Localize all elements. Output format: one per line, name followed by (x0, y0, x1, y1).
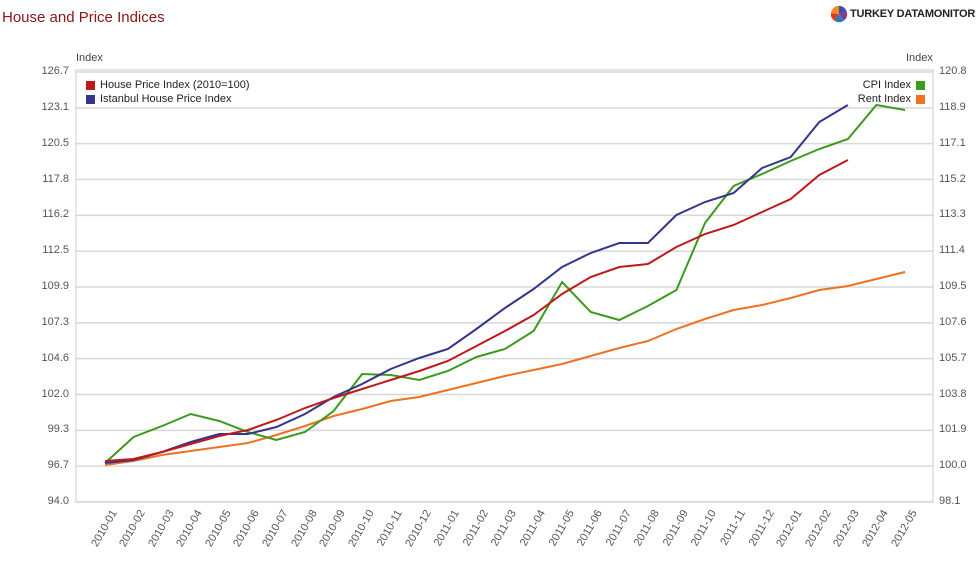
left-y-tick: 102.0 (41, 387, 69, 400)
legend-label: Istanbul House Price Index (100, 93, 232, 105)
brand-text-2: MONITOR (924, 8, 976, 20)
left-y-tick: 123.1 (41, 100, 69, 113)
legend-label: House Price Index (2010=100) (100, 79, 250, 91)
chart-title: House and Price Indices (2, 9, 165, 26)
left-y-tick: 120.5 (41, 136, 69, 149)
right-y-tick: 111.4 (939, 244, 965, 257)
left-axis-title: Index (76, 52, 103, 64)
legend-item-istanbul[interactable]: Istanbul House Price Index (86, 92, 250, 106)
right-y-tick: 100.0 (939, 459, 967, 472)
right-y-tick: 117.1 (939, 136, 966, 149)
cpi-index-line (104, 103, 906, 464)
legend-swatch (86, 80, 95, 90)
right-y-tick: 113.3 (939, 208, 966, 221)
right-y-tick: 101.9 (939, 423, 967, 436)
left-y-tick: 104.6 (41, 351, 69, 364)
right-y-tick: 115.2 (939, 172, 966, 185)
right-y-tick: 107.6 (939, 315, 967, 328)
brand-logo: TURKEY DATA MONITOR (830, 5, 975, 23)
right-y-tick: 103.8 (939, 387, 967, 400)
right-y-tick: 120.8 (939, 65, 967, 77)
left-y-tick: 109.9 (41, 280, 69, 292)
right-y-tick: 109.5 (939, 280, 967, 292)
left-y-tick: 117.8 (42, 172, 69, 185)
right-y-tick: 118.9 (939, 100, 966, 113)
legend-left: House Price Index (2010=100) Istanbul Ho… (86, 78, 250, 106)
left-y-tick: 126.7 (41, 65, 69, 77)
legend-swatch (916, 94, 925, 104)
left-y-tick: 116.2 (42, 208, 69, 221)
istanbul-house-price-line (104, 104, 849, 464)
plot-border (75, 69, 934, 503)
left-y-tick: 107.3 (41, 315, 69, 328)
pie-logo-icon (830, 5, 848, 23)
gridlines (76, 71, 933, 503)
house-price-index-line (104, 159, 849, 462)
brand-text-1: TURKEY DATA (850, 8, 925, 20)
legend-label: CPI Index (862, 79, 911, 91)
legend-swatch (916, 80, 925, 90)
legend-item-house-price[interactable]: House Price Index (2010=100) (86, 78, 250, 92)
left-y-tick: 94.0 (47, 495, 69, 507)
right-y-tick: 105.7 (939, 351, 967, 364)
left-y-tick: 99.3 (47, 423, 69, 436)
legend-right: CPI Index Rent Index (858, 78, 925, 106)
rent-index-line (104, 271, 906, 466)
left-y-tick: 112.5 (42, 244, 69, 257)
right-axis-title: Index (906, 52, 933, 64)
legend-item-cpi[interactable]: CPI Index (858, 78, 925, 92)
legend-swatch (86, 94, 95, 104)
legend-label: Rent Index (857, 93, 911, 105)
left-y-tick: 96.7 (47, 459, 69, 472)
legend-item-rent[interactable]: Rent Index (858, 92, 925, 106)
right-y-tick: 98.1 (939, 495, 961, 507)
